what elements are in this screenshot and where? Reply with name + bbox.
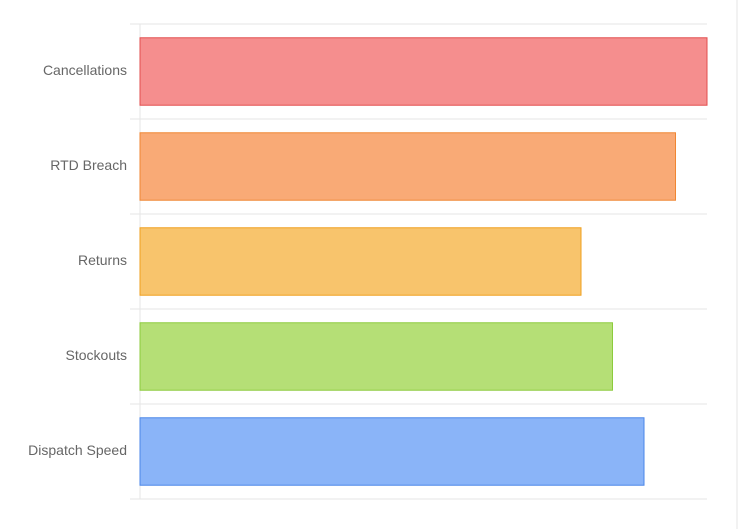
bar	[139, 227, 582, 296]
y-tick-label: Stockouts	[66, 347, 127, 363]
bar	[139, 132, 676, 201]
bar	[139, 322, 613, 391]
y-tick-label: RTD Breach	[50, 157, 127, 173]
bar	[139, 417, 645, 486]
y-tick-label: Returns	[78, 252, 127, 268]
y-tick-label: Dispatch Speed	[28, 442, 127, 458]
bar	[139, 37, 708, 106]
y-tick-label: Cancellations	[43, 62, 127, 78]
